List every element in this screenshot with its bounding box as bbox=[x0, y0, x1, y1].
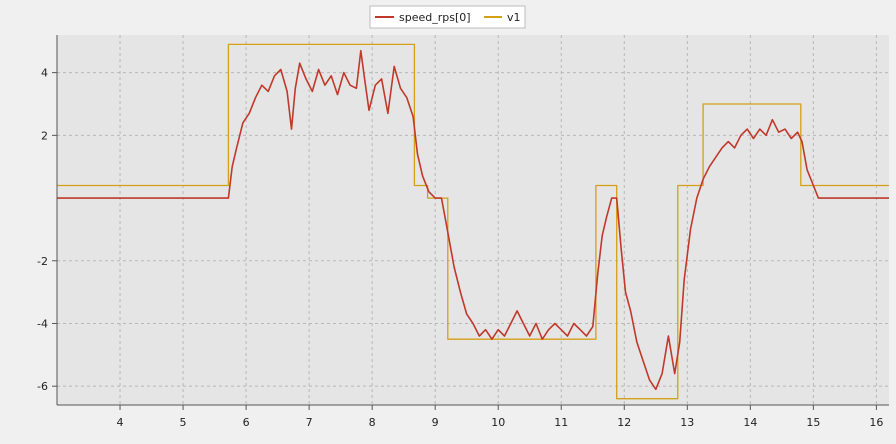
legend[interactable]: speed_rps[0] v1 bbox=[369, 5, 526, 29]
x-tick-label: 16 bbox=[869, 416, 883, 429]
x-tick-label: 6 bbox=[243, 416, 250, 429]
series-line-v1 bbox=[57, 43, 889, 400]
series-lines bbox=[57, 43, 889, 400]
series-line-speed bbox=[57, 49, 889, 391]
axes: 4 5 6 7 8 9 10 11 12 13 14 15 16 -6 -4 -2 2 4 bbox=[37, 35, 889, 429]
y-tick-label: 4 bbox=[41, 67, 48, 80]
y-tick-label: 2 bbox=[41, 129, 48, 142]
plot-area bbox=[57, 35, 889, 405]
legend-label-speed: speed_rps[0] bbox=[399, 11, 471, 24]
x-tick-label: 5 bbox=[180, 416, 187, 429]
x-tick-label: 14 bbox=[743, 416, 757, 429]
y-tick-label: -2 bbox=[37, 255, 48, 268]
x-tick-label: 11 bbox=[554, 416, 568, 429]
x-tick-label: 10 bbox=[491, 416, 505, 429]
x-tick-label: 7 bbox=[306, 416, 313, 429]
x-tick-label: 4 bbox=[117, 416, 124, 429]
y-tick-label: -6 bbox=[37, 380, 48, 393]
y-tick-label: -4 bbox=[37, 317, 48, 330]
x-tick-label: 12 bbox=[617, 416, 631, 429]
x-tick-label: 15 bbox=[806, 416, 820, 429]
legend-label-v1: v1 bbox=[507, 11, 521, 24]
legend-box bbox=[369, 5, 526, 29]
x-tick-label: 8 bbox=[369, 416, 376, 429]
x-tick-label: 9 bbox=[432, 416, 439, 429]
x-tick-label: 13 bbox=[680, 416, 694, 429]
